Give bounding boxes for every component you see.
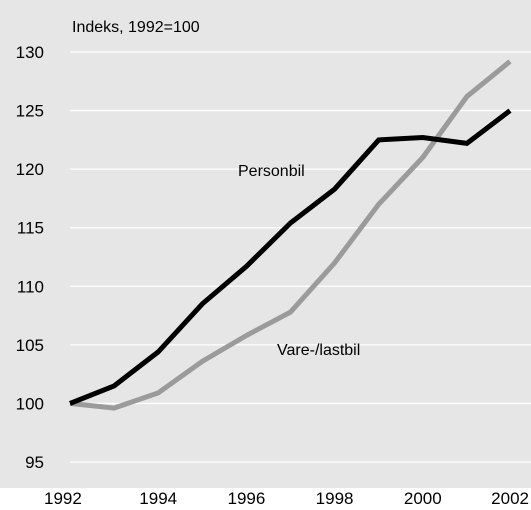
x-tick-label: 1994 xyxy=(139,489,177,508)
y-tick-label: 105 xyxy=(16,336,44,355)
x-tick-label: 1998 xyxy=(316,489,354,508)
y-tick-label: 125 xyxy=(16,102,44,121)
y-tick-label: 115 xyxy=(17,219,44,238)
x-tick-labels: 1992 1994 1996 1998 2000 2002 xyxy=(44,489,529,508)
y-axis-label: Indeks, 1992=100 xyxy=(72,19,200,36)
y-tick-label: 100 xyxy=(16,394,44,413)
y-tick-label: 95 xyxy=(25,453,44,472)
series-label-personbil: Personbil xyxy=(238,163,305,180)
x-tick-label: 2002 xyxy=(491,489,529,508)
series-label-vare-lastbil: Vare-/lastbil xyxy=(277,342,360,359)
y-tick-label: 110 xyxy=(17,277,44,296)
y-tick-label: 130 xyxy=(16,43,44,62)
gridlines xyxy=(70,51,531,463)
y-tick-labels: 95 100 105 110 115 120 125 130 xyxy=(16,43,44,472)
x-tick-label: 1996 xyxy=(227,489,265,508)
x-tick-label: 1992 xyxy=(44,489,82,508)
plot-area xyxy=(0,0,531,488)
x-tick-label: 2000 xyxy=(404,489,442,508)
series-lines xyxy=(69,59,512,411)
series-line-personbil xyxy=(69,108,512,406)
y-tick-label: 120 xyxy=(16,160,44,179)
